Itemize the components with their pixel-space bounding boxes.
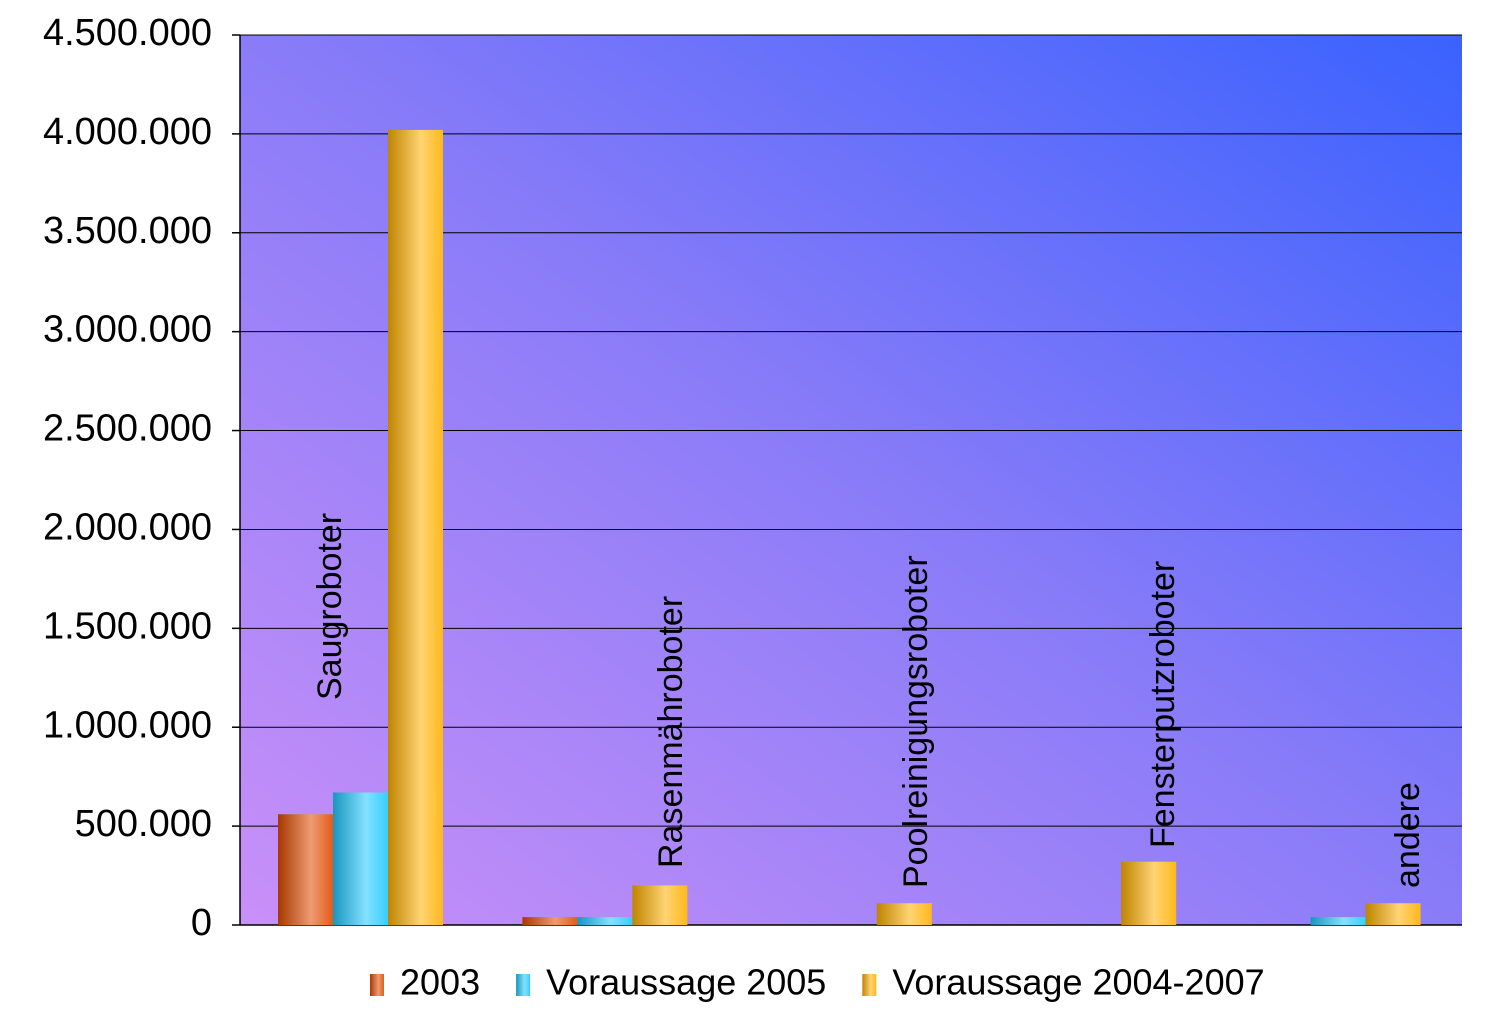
category-label: Poolreinigungsroboter — [897, 555, 935, 888]
bar — [388, 129, 443, 925]
bar — [876, 903, 932, 925]
bar — [1121, 861, 1177, 925]
bar — [522, 917, 578, 925]
bar — [1365, 903, 1421, 925]
y-tick-label: 0 — [191, 902, 212, 944]
bar — [632, 885, 688, 925]
y-tick-label: 1.500.000 — [43, 605, 212, 647]
bar — [278, 814, 333, 925]
y-tick-label: 4.000.000 — [43, 111, 212, 153]
y-tick-label: 1.000.000 — [43, 704, 212, 746]
bar — [333, 792, 388, 925]
legend-swatch — [516, 974, 531, 996]
category-label: Rasenmähroboter — [652, 596, 690, 868]
legend-swatch — [862, 974, 877, 996]
category-label: Saugroboter — [311, 513, 349, 700]
y-tick-label: 3.000.000 — [43, 309, 212, 351]
y-tick-label: 2.500.000 — [43, 408, 212, 450]
plot-background — [240, 35, 1462, 925]
legend-label: Voraussage 2004-2007 — [892, 962, 1264, 1003]
category-label: Fensterputzroboter — [1144, 561, 1182, 848]
legend-label: 2003 — [400, 962, 480, 1003]
y-tick-label: 500.000 — [75, 803, 212, 845]
legend-swatch — [370, 974, 384, 996]
legend-label: Voraussage 2005 — [546, 962, 826, 1003]
category-label: andere — [1389, 782, 1427, 888]
y-tick-label: 2.000.000 — [43, 506, 212, 548]
y-tick-label: 3.500.000 — [43, 210, 212, 252]
y-tick-label: 4.500.000 — [43, 12, 212, 54]
bar — [577, 917, 633, 925]
bar — [1310, 917, 1366, 925]
